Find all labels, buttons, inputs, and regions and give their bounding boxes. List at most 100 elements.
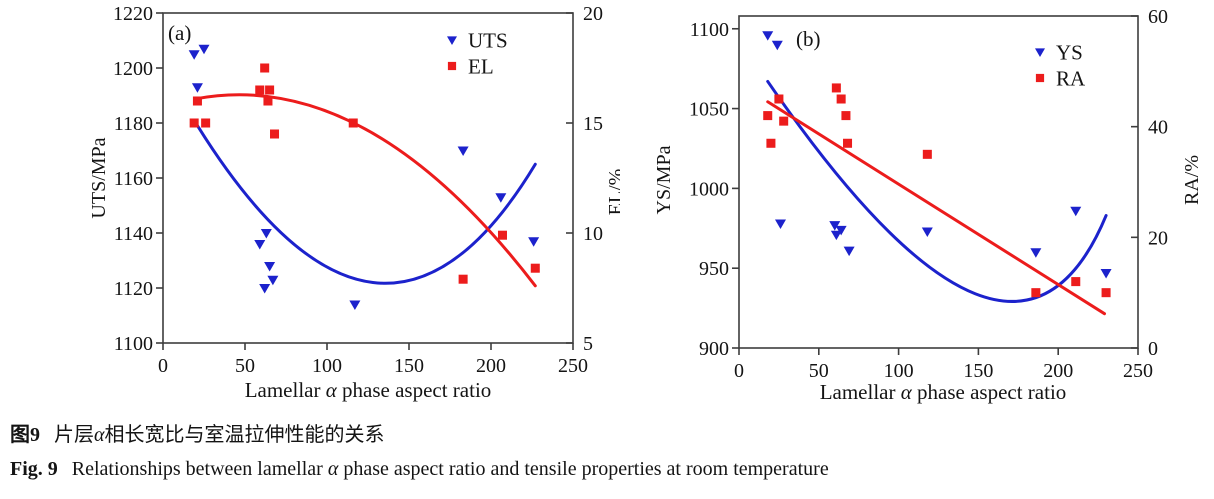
trend-line-uts <box>194 121 537 285</box>
data-point-ra <box>779 116 789 126</box>
data-point-el <box>530 263 540 273</box>
left-tick-label: 1220 <box>113 3 153 25</box>
left-tick-label: 950 <box>699 258 729 280</box>
right-tick-label: 5 <box>583 333 593 355</box>
data-point-el <box>497 230 507 240</box>
data-point-el <box>265 85 275 95</box>
data-point-ys <box>1030 248 1042 258</box>
data-point-ra <box>766 138 776 148</box>
data-point-ra <box>836 94 846 104</box>
chart-panel-a: 0 50 100 150 200 250 1100 1120 1140 1160 1180 1200 1… <box>88 3 620 402</box>
legend-item-label: RA <box>1056 67 1086 91</box>
legend-marker-icon-el <box>447 61 457 71</box>
data-point-el <box>458 274 468 284</box>
right-tick-label: 20 <box>583 3 603 25</box>
left-tick-label: 1100 <box>690 19 729 41</box>
x-tick-label: 250 <box>1123 360 1153 382</box>
trend-line-el <box>194 93 537 288</box>
left-tick-label: 1180 <box>114 113 153 135</box>
data-point-ra <box>1031 288 1041 298</box>
data-point-ra <box>922 149 932 159</box>
data-point-ra <box>843 138 853 148</box>
data-point-el <box>263 96 273 106</box>
left-axis-title: UTS/MPa <box>88 137 110 218</box>
right-tick-label: 60 <box>1148 6 1168 28</box>
trend-line-ys <box>766 79 1108 303</box>
data-point-el <box>270 129 280 139</box>
left-tick-label: 1160 <box>114 168 153 190</box>
right-axis-title: EL/% <box>605 169 620 216</box>
data-point-uts <box>528 237 540 247</box>
x-tick-label: 50 <box>809 360 829 382</box>
data-point-ys <box>771 40 783 51</box>
data-point-ys <box>921 227 933 237</box>
data-point-ys <box>843 246 855 257</box>
left-axis-title: YS/MPa <box>653 145 675 214</box>
left-tick-label: 1120 <box>114 278 153 300</box>
panel-label: (a) <box>168 21 191 45</box>
x-tick-label: 100 <box>312 355 342 377</box>
x-axis-title: Lamellar α phase aspect ratio <box>820 380 1067 404</box>
right-tick-label: 20 <box>1148 227 1168 249</box>
data-point-uts <box>198 44 210 55</box>
caption-en-text: Relationships between lamellar α phase a… <box>71 458 829 480</box>
x-tick-label: 200 <box>1043 360 1073 382</box>
data-point-ra <box>841 111 851 121</box>
x-tick-label: 0 <box>158 355 168 377</box>
x-tick-label: 50 <box>235 355 255 377</box>
data-point-uts <box>188 50 200 60</box>
data-point-ys <box>762 31 774 41</box>
data-point-el <box>201 118 211 128</box>
right-tick-label: 10 <box>583 223 603 245</box>
right-tick-label: 15 <box>583 113 603 135</box>
x-tick-label: 150 <box>963 360 993 382</box>
data-point-uts <box>495 193 507 203</box>
plot-frame <box>162 12 574 344</box>
right-tick-label: 40 <box>1148 117 1168 139</box>
caption-en-label: Fig. 9 <box>10 458 58 480</box>
legend-item-label: EL <box>468 55 494 79</box>
data-point-el <box>192 96 202 106</box>
left-tick-label: 1200 <box>113 58 153 80</box>
data-point-ra <box>774 94 784 104</box>
caption-zh-label: 图9 <box>10 424 40 446</box>
data-point-el <box>189 118 199 128</box>
data-point-ys <box>774 219 786 229</box>
x-tick-label: 100 <box>884 360 914 382</box>
data-point-ra <box>1101 288 1111 298</box>
left-tick-label: 1100 <box>114 333 153 355</box>
chart-panel-b: 0 50 100 150 200 250 900 950 1000 1050 1100 0 20 40 60… <box>653 6 1203 404</box>
data-point-el <box>260 63 270 73</box>
data-point-el <box>255 85 265 95</box>
data-point-ys <box>1100 269 1112 279</box>
x-tick-label: 200 <box>476 355 506 377</box>
legend-marker-icon-uts <box>447 36 457 45</box>
left-tick-label: 900 <box>699 338 729 360</box>
data-point-uts <box>259 284 271 294</box>
right-tick-label: 0 <box>1148 338 1158 360</box>
data-point-uts <box>264 262 276 272</box>
data-point-ys <box>830 230 842 241</box>
data-point-uts <box>457 146 469 156</box>
data-point-uts <box>254 240 266 250</box>
data-point-ra <box>831 83 841 93</box>
x-tick-label: 0 <box>734 360 744 382</box>
right-axis-title: RA/% <box>1181 155 1203 205</box>
data-point-uts <box>191 83 203 93</box>
legend-marker-icon-ys <box>1035 48 1045 57</box>
data-point-ys <box>829 221 841 231</box>
x-tick-label: 150 <box>394 355 424 377</box>
left-tick-label: 1000 <box>689 178 729 200</box>
legend-item-label: UTS <box>468 29 508 53</box>
left-tick-label: 1140 <box>114 223 153 245</box>
caption-english: Fig. 9 Relationships between lamellar α p… <box>10 458 829 481</box>
trend-line-ra <box>766 100 1106 316</box>
data-point-ys <box>835 225 847 236</box>
x-axis-title: Lamellar α phase aspect ratio <box>245 378 492 402</box>
legend-marker-icon-ra <box>1035 73 1045 83</box>
data-point-ys <box>1070 206 1082 217</box>
plot-frame <box>738 15 1139 349</box>
caption-chinese: 图9 片层α相长宽比与室温拉伸性能的关系 <box>10 418 385 447</box>
x-tick-label: 250 <box>558 355 588 377</box>
